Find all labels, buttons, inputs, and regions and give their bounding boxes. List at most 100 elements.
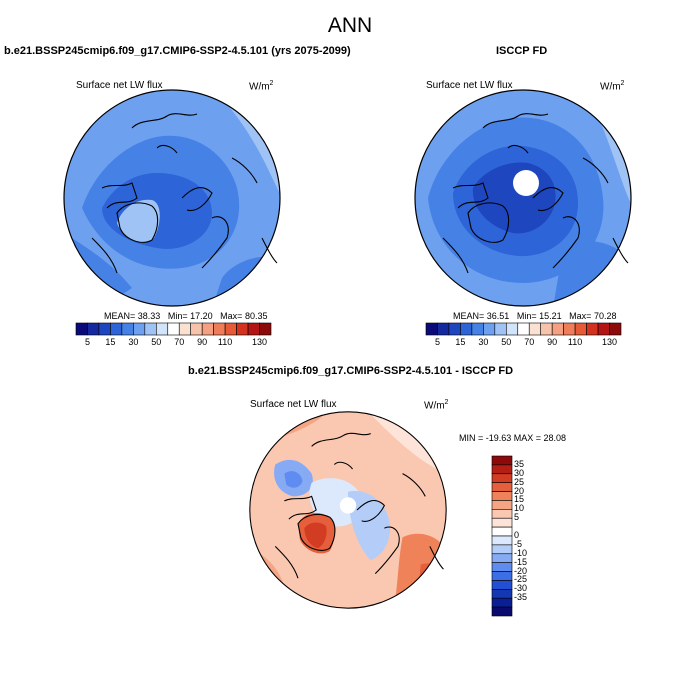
panel-2-units: W/m2 xyxy=(600,80,625,93)
colorbar-swatch xyxy=(236,322,249,336)
colorbar-swatch xyxy=(133,322,146,336)
colorbar-tick-label: -5 xyxy=(514,538,523,549)
colorbar-tick-label: 70 xyxy=(174,337,185,347)
colorbar-swatch xyxy=(491,571,513,581)
colorbar-swatch xyxy=(110,322,123,336)
colorbar-tick-label: 50 xyxy=(501,337,512,347)
colorbar-tick-label: 90 xyxy=(197,337,208,347)
colorbar-tick-label: 5 xyxy=(434,337,440,347)
colorbar-swatch xyxy=(448,322,461,336)
colorbar-swatch xyxy=(491,491,513,501)
colorbar-tick-label: 5 xyxy=(514,512,520,523)
colorbar-swatch xyxy=(586,322,599,336)
colorbar-tick-label: 15 xyxy=(455,337,466,347)
colorbar-swatch xyxy=(494,322,507,336)
colorbar-tick-label: 0 xyxy=(514,530,520,540)
colorbar-swatch xyxy=(491,544,513,555)
colorbar-swatch xyxy=(551,322,564,336)
panel-2-stats: MEAN= 36.51 Min= 15.21 Max= 70.28 xyxy=(453,311,617,321)
panel-1-title: b.e21.BSSP245cmip6.f09_g17.CMIP6-SSP2-4.… xyxy=(4,45,351,57)
colorbar-tick-label: 35 xyxy=(514,458,525,469)
colorbar-tick-label: -30 xyxy=(514,583,528,594)
colorbar-swatch xyxy=(425,322,438,336)
colorbar-swatch xyxy=(491,580,513,590)
colorbar-swatch xyxy=(437,322,450,336)
colorbar-swatch xyxy=(609,322,622,336)
colorbar-swatch xyxy=(471,322,484,336)
colorbar-tick-label: -25 xyxy=(514,574,528,585)
colorbar-swatch xyxy=(491,553,513,563)
colorbar-tick-label: 30 xyxy=(128,337,139,347)
colorbar-swatch xyxy=(491,526,513,537)
colorbar-tick-label: 30 xyxy=(478,337,489,347)
colorbar-swatch xyxy=(491,473,513,483)
colorbar-swatch xyxy=(75,322,88,336)
colorbar-tick-label: 70 xyxy=(524,337,535,347)
panel-2-variable-label: Surface net LW flux xyxy=(426,80,513,91)
colorbar-swatch xyxy=(121,322,134,336)
panel-2-polar-map xyxy=(414,89,632,307)
colorbar-tick-label: -20 xyxy=(514,565,528,576)
colorbar-tick-label: 90 xyxy=(547,337,558,347)
colorbar-tick-label: 20 xyxy=(514,485,525,496)
colorbar-tick-label: 130 xyxy=(252,337,268,347)
colorbar-swatch xyxy=(491,482,513,492)
panel-1-polar-map xyxy=(63,89,281,307)
colorbar-swatch xyxy=(491,562,513,572)
colorbar-swatch xyxy=(597,322,610,336)
colorbar-swatch xyxy=(491,464,513,475)
colorbar-swatch xyxy=(460,322,473,336)
colorbar-tick-label: 25 xyxy=(514,476,525,487)
colorbar-swatch xyxy=(517,322,530,336)
panel-1-variable-label: Surface net LW flux xyxy=(76,80,163,91)
colorbar-swatch xyxy=(155,322,169,336)
colorbar-swatch xyxy=(491,509,513,519)
page-title: ANN xyxy=(327,14,373,37)
colorbar-swatch xyxy=(247,322,260,336)
panel-3-units: W/m2 xyxy=(424,399,449,412)
colorbar-tick-label: 130 xyxy=(602,337,618,347)
colorbar-swatch xyxy=(98,322,111,336)
colorbar-tick-label: 50 xyxy=(151,337,162,347)
panel-3-variable-label: Surface net LW flux xyxy=(250,399,337,410)
colorbar-swatch xyxy=(540,322,553,336)
panel-1-colorbar xyxy=(75,322,272,336)
colorbar-tick-label: 5 xyxy=(84,337,90,347)
colorbar-tick-label: -10 xyxy=(514,547,528,558)
colorbar-tick-label: 15 xyxy=(514,494,525,505)
colorbar-swatch xyxy=(483,322,496,336)
panel-3-title: b.e21.BSSP245cmip6.f09_g17.CMIP6-SSP2-4.… xyxy=(188,365,514,377)
colorbar-tick-label: 110 xyxy=(567,337,583,347)
colorbar-swatch xyxy=(491,455,513,466)
colorbar-swatch xyxy=(491,500,513,510)
panel-2-title: ISCCP FD xyxy=(496,45,548,57)
colorbar-swatch xyxy=(259,322,272,336)
colorbar-tick-label: 15 xyxy=(105,337,116,347)
panel-3-polar-map xyxy=(249,411,447,609)
panel-1-units: W/m2 xyxy=(249,80,274,93)
colorbar-swatch xyxy=(574,322,587,336)
colorbar-swatch xyxy=(528,322,542,336)
panel-1-stats: MEAN= 38.33 Min= 17.20 Max= 80.35 xyxy=(104,311,268,321)
colorbar-swatch xyxy=(224,322,237,336)
colorbar-swatch xyxy=(201,322,214,336)
colorbar-swatch xyxy=(491,589,513,599)
panel-3-min-max: MIN = -19.63 MAX = 28.08 xyxy=(459,433,567,443)
colorbar-swatch xyxy=(491,535,513,546)
panel-3-colorbar xyxy=(491,455,513,617)
colorbar-swatch xyxy=(505,322,519,336)
panel-2-colorbar xyxy=(425,322,622,336)
colorbar-swatch xyxy=(491,597,513,608)
colorbar-swatch xyxy=(491,517,513,528)
colorbar-swatch xyxy=(144,322,157,336)
colorbar-tick-label: 30 xyxy=(514,467,525,478)
colorbar-tick-label: 110 xyxy=(217,337,233,347)
colorbar-swatch xyxy=(491,606,513,617)
colorbar-swatch xyxy=(190,322,203,336)
colorbar-tick-label: -15 xyxy=(514,556,528,567)
colorbar-swatch xyxy=(213,322,226,336)
colorbar-swatch xyxy=(178,322,192,336)
colorbar-tick-label: 10 xyxy=(514,503,525,514)
colorbar-tick-label: -35 xyxy=(514,592,528,603)
colorbar-swatch xyxy=(87,322,100,336)
